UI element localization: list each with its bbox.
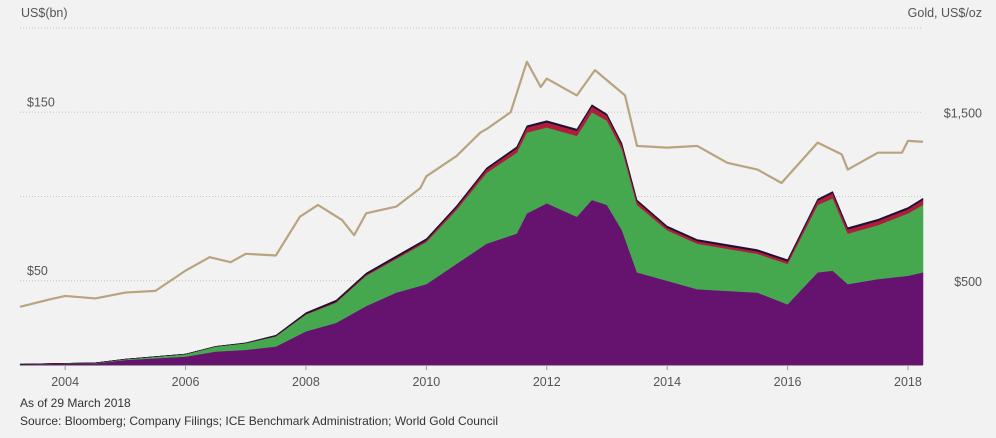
as-of-date: As of 29 March 2018	[20, 396, 131, 410]
x-tick-label: 2016	[774, 375, 802, 389]
x-tick-label: 2012	[533, 375, 561, 389]
x-tick-label: 2006	[172, 375, 200, 389]
line-layer	[19, 60, 924, 308]
right-tick-label: $500	[954, 275, 982, 289]
left-tick-label: $150	[27, 95, 55, 109]
x-tick-label: 2018	[894, 375, 922, 389]
x-tick-label: 2004	[51, 375, 79, 389]
right-tick-label: $1,500	[944, 106, 982, 120]
left-tick-label: $50	[27, 264, 48, 278]
source-note: Source: Bloomberg; Company Filings; ICE …	[20, 414, 498, 428]
area-series-4	[19, 104, 924, 365]
x-tick-label: 2010	[412, 375, 440, 389]
x-tick-label: 2014	[653, 375, 681, 389]
tick-layer: 2004 2006 2008 2010 2012 2014 2016 2018 $50 $150 $…	[27, 95, 982, 389]
x-tick-label: 2008	[292, 375, 320, 389]
area-layer	[19, 104, 924, 366]
gold-price-line	[19, 60, 924, 308]
right-axis-label: Gold, US$/oz	[908, 6, 982, 20]
left-axis-label: US$(bn)	[21, 6, 68, 20]
